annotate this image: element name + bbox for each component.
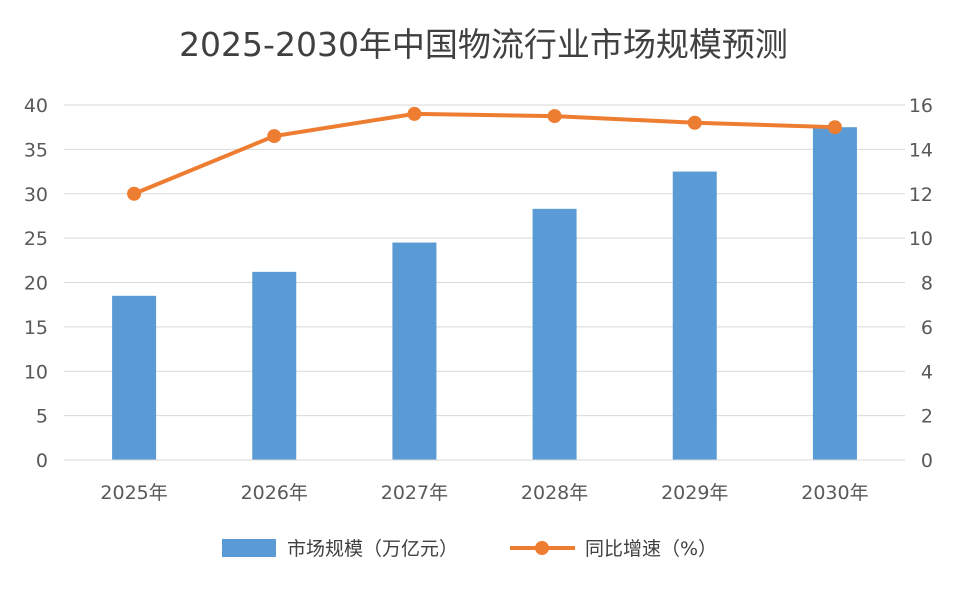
bar — [112, 295, 157, 460]
x-tick-label: 2026年 — [241, 482, 308, 504]
y-left-tick-label: 0 — [36, 450, 48, 472]
legend: 市场规模（万亿元） 同比增速（%） — [222, 538, 717, 560]
legend-label-bar: 市场规模（万亿元） — [287, 538, 458, 560]
y-right-tick-label: 0 — [921, 450, 933, 472]
y-right-tick-label: 12 — [909, 184, 933, 206]
y-right-tick-label: 10 — [909, 228, 933, 250]
x-axis: 2025年 2026年 2027年 2028年 2029年 2030年 — [64, 459, 905, 504]
bar — [812, 127, 857, 460]
chart-title: 2025-2030年中国物流行业市场规模预测 — [179, 25, 788, 64]
y-left-tick-label: 40 — [24, 95, 48, 117]
y-left-tick-label: 35 — [24, 139, 48, 161]
y-left-tick-label: 5 — [36, 406, 48, 428]
x-tick-label: 2029年 — [661, 482, 728, 504]
x-tick-label: 2030年 — [801, 482, 868, 504]
bar — [672, 171, 717, 460]
bar — [252, 271, 297, 460]
x-tick-label: 2028年 — [521, 482, 588, 504]
y-left-tick-label: 20 — [24, 273, 48, 295]
y-left-tick-label: 10 — [24, 361, 48, 383]
legend-swatch-bar — [222, 539, 276, 557]
growth-point — [687, 115, 702, 130]
y-right-tick-label: 16 — [909, 95, 933, 117]
y-right-tick-label: 14 — [909, 139, 933, 161]
y-left-tick-label: 30 — [24, 184, 48, 206]
grid-layer — [64, 104, 905, 461]
legend-swatch-marker — [535, 541, 549, 555]
bars-layer — [112, 127, 857, 460]
y-left-tick-label: 25 — [24, 228, 48, 250]
y-axis-left: 0 5 10 15 20 25 30 35 40 — [24, 95, 48, 472]
y-left-tick-label: 15 — [24, 317, 48, 339]
growth-point — [407, 106, 422, 121]
x-tick-label: 2027年 — [381, 482, 448, 504]
y-axis-right: 0 2 4 6 8 10 12 14 16 — [909, 95, 933, 472]
growth-point — [547, 109, 562, 124]
line-layer — [127, 106, 842, 201]
growth-line — [133, 111, 835, 196]
y-right-tick-label: 8 — [921, 273, 933, 295]
bar — [392, 242, 437, 460]
y-right-tick-label: 2 — [921, 406, 933, 428]
y-right-tick-label: 6 — [921, 317, 933, 339]
growth-point — [827, 120, 842, 135]
x-tick-label: 2025年 — [100, 482, 167, 504]
y-right-tick-label: 4 — [921, 361, 933, 383]
growth-point — [267, 129, 282, 144]
growth-point — [127, 186, 142, 201]
legend-label-line: 同比增速（%） — [585, 538, 717, 560]
bar — [532, 208, 577, 460]
